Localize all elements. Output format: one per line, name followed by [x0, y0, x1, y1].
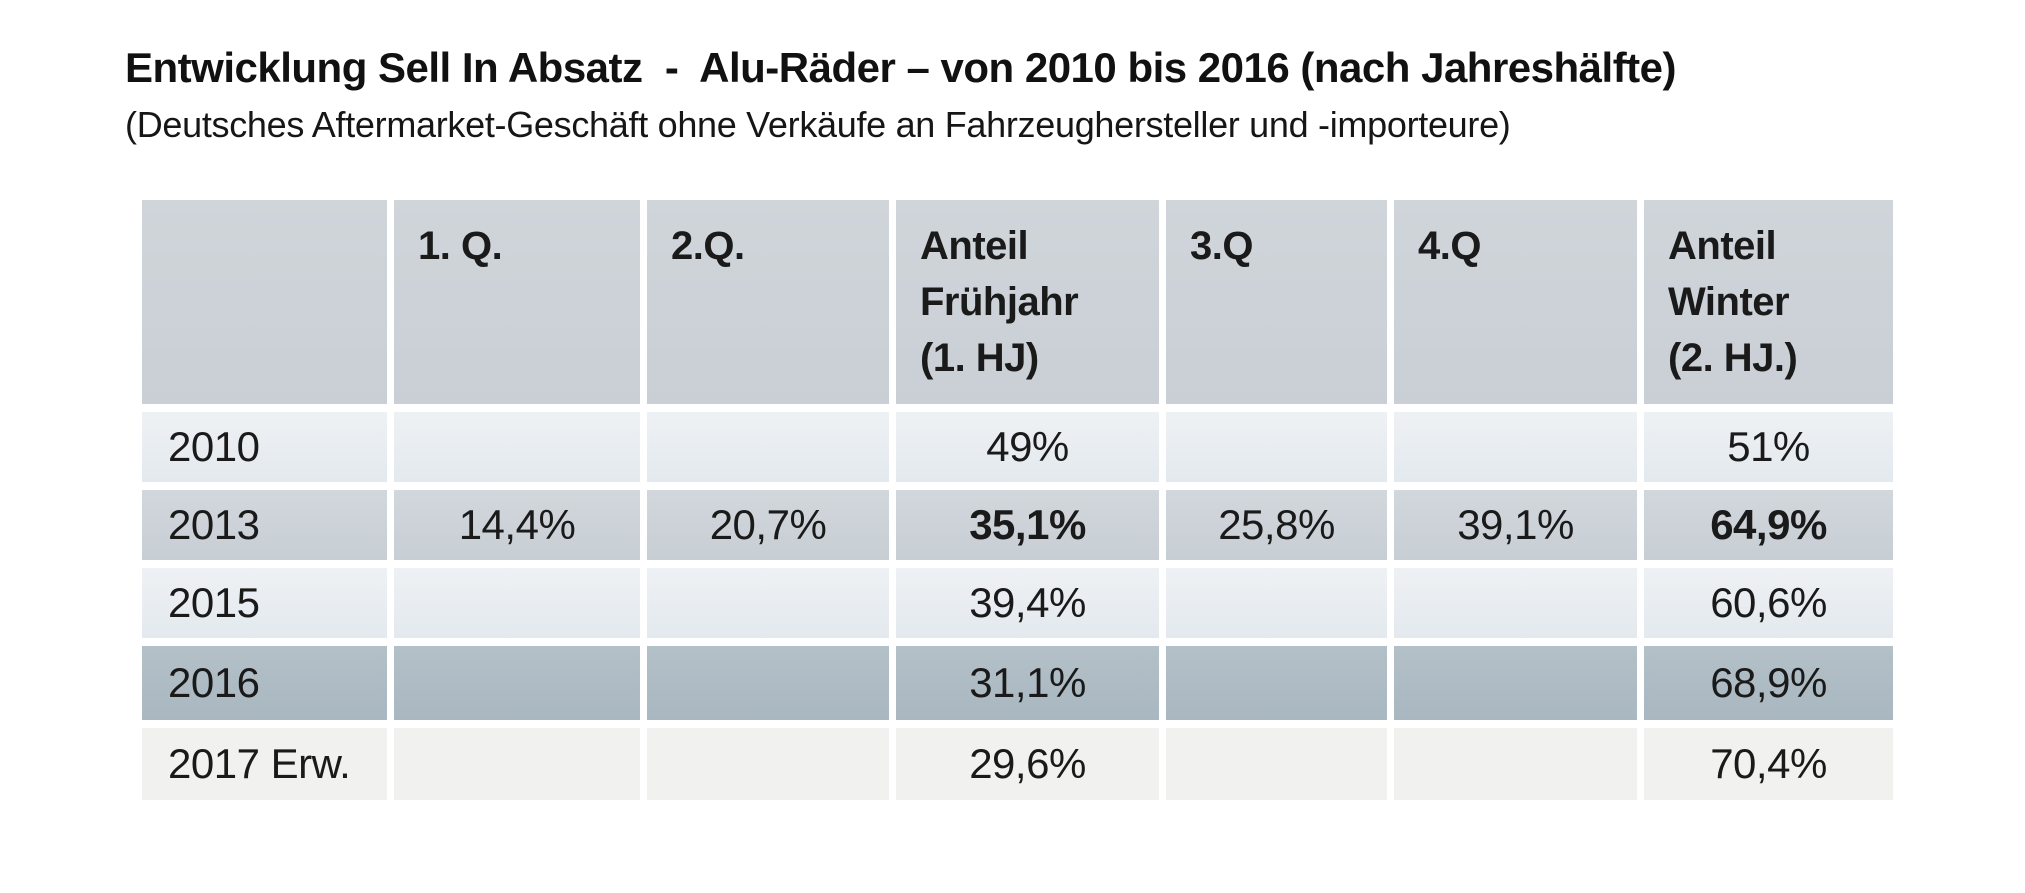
cell-2010-anteil-fruehjahr: 49%: [896, 412, 1159, 482]
cell-2013-q1: 14,4%: [394, 490, 640, 560]
data-table: 1. Q. 2.Q. Anteil Frühjahr (1. HJ) 3.Q 4…: [142, 200, 1893, 800]
header-line: 4.Q: [1418, 224, 1481, 268]
page-title: Entwicklung Sell In Absatz - Alu-Räder –…: [125, 44, 1677, 91]
header-line: 1. Q.: [418, 224, 503, 268]
header-cell-q3: 3.Q: [1166, 200, 1387, 404]
cell-2013-q3: 25,8%: [1166, 490, 1387, 560]
cell-2016-anteil-fruehjahr: 31,1%: [896, 646, 1159, 720]
cell-2010-anteil-winter: 51%: [1644, 412, 1893, 482]
header-line: Frühjahr: [920, 280, 1079, 324]
cell-2010-q2: [647, 412, 889, 482]
cell-2016-q2: [647, 646, 889, 720]
cell-2010-q4: [1394, 412, 1637, 482]
cell-2016-anteil-winter: 68,9%: [1644, 646, 1893, 720]
cell-2013-anteil-fruehjahr: 35,1%: [896, 490, 1159, 560]
cell-2016-q3: [1166, 646, 1387, 720]
header-cell-q1: 1. Q.: [394, 200, 640, 404]
cell-2017-q1: [394, 728, 640, 800]
row-label-2013: 2013: [142, 490, 387, 560]
cell-2013-q2: 20,7%: [647, 490, 889, 560]
cell-2010-q3: [1166, 412, 1387, 482]
cell-2017-anteil-winter: 70,4%: [1644, 728, 1893, 800]
cell-2016-q4: [1394, 646, 1637, 720]
header-line: (2. HJ.): [1668, 336, 1798, 380]
cell-2017-q4: [1394, 728, 1637, 800]
cell-2015-anteil-winter: 60,6%: [1644, 568, 1893, 638]
cell-2013-anteil-winter: 64,9%: [1644, 490, 1893, 560]
header-cell-anteil-fruehjahr: Anteil Frühjahr (1. HJ): [896, 200, 1159, 404]
row-label-2016: 2016: [142, 646, 387, 720]
header-cell-anteil-winter: Anteil Winter (2. HJ.): [1644, 200, 1893, 404]
header-line: Anteil: [920, 224, 1029, 268]
cell-2016-q1: [394, 646, 640, 720]
header-line: Anteil: [1668, 224, 1777, 268]
cell-2015-q1: [394, 568, 640, 638]
header-line: 2.Q.: [671, 224, 745, 268]
cell-2015-anteil-fruehjahr: 39,4%: [896, 568, 1159, 638]
row-label-2017-erw: 2017 Erw.: [142, 728, 387, 800]
cell-2010-q1: [394, 412, 640, 482]
header-cell-q2: 2.Q.: [647, 200, 889, 404]
row-label-2010: 2010: [142, 412, 387, 482]
cell-2015-q3: [1166, 568, 1387, 638]
header-line: (1. HJ): [920, 336, 1039, 380]
cell-2013-q4: 39,1%: [1394, 490, 1637, 560]
cell-2017-q3: [1166, 728, 1387, 800]
header-cell-q4: 4.Q: [1394, 200, 1637, 404]
header-line: Winter: [1668, 280, 1790, 324]
page-subtitle: (Deutsches Aftermarket-Geschäft ohne Ver…: [125, 104, 1511, 145]
header-line: 3.Q: [1190, 224, 1253, 268]
cell-2015-q2: [647, 568, 889, 638]
cell-2017-q2: [647, 728, 889, 800]
row-label-2015: 2015: [142, 568, 387, 638]
cell-2015-q4: [1394, 568, 1637, 638]
header-cell-empty: [142, 200, 387, 404]
cell-2017-anteil-fruehjahr: 29,6%: [896, 728, 1159, 800]
